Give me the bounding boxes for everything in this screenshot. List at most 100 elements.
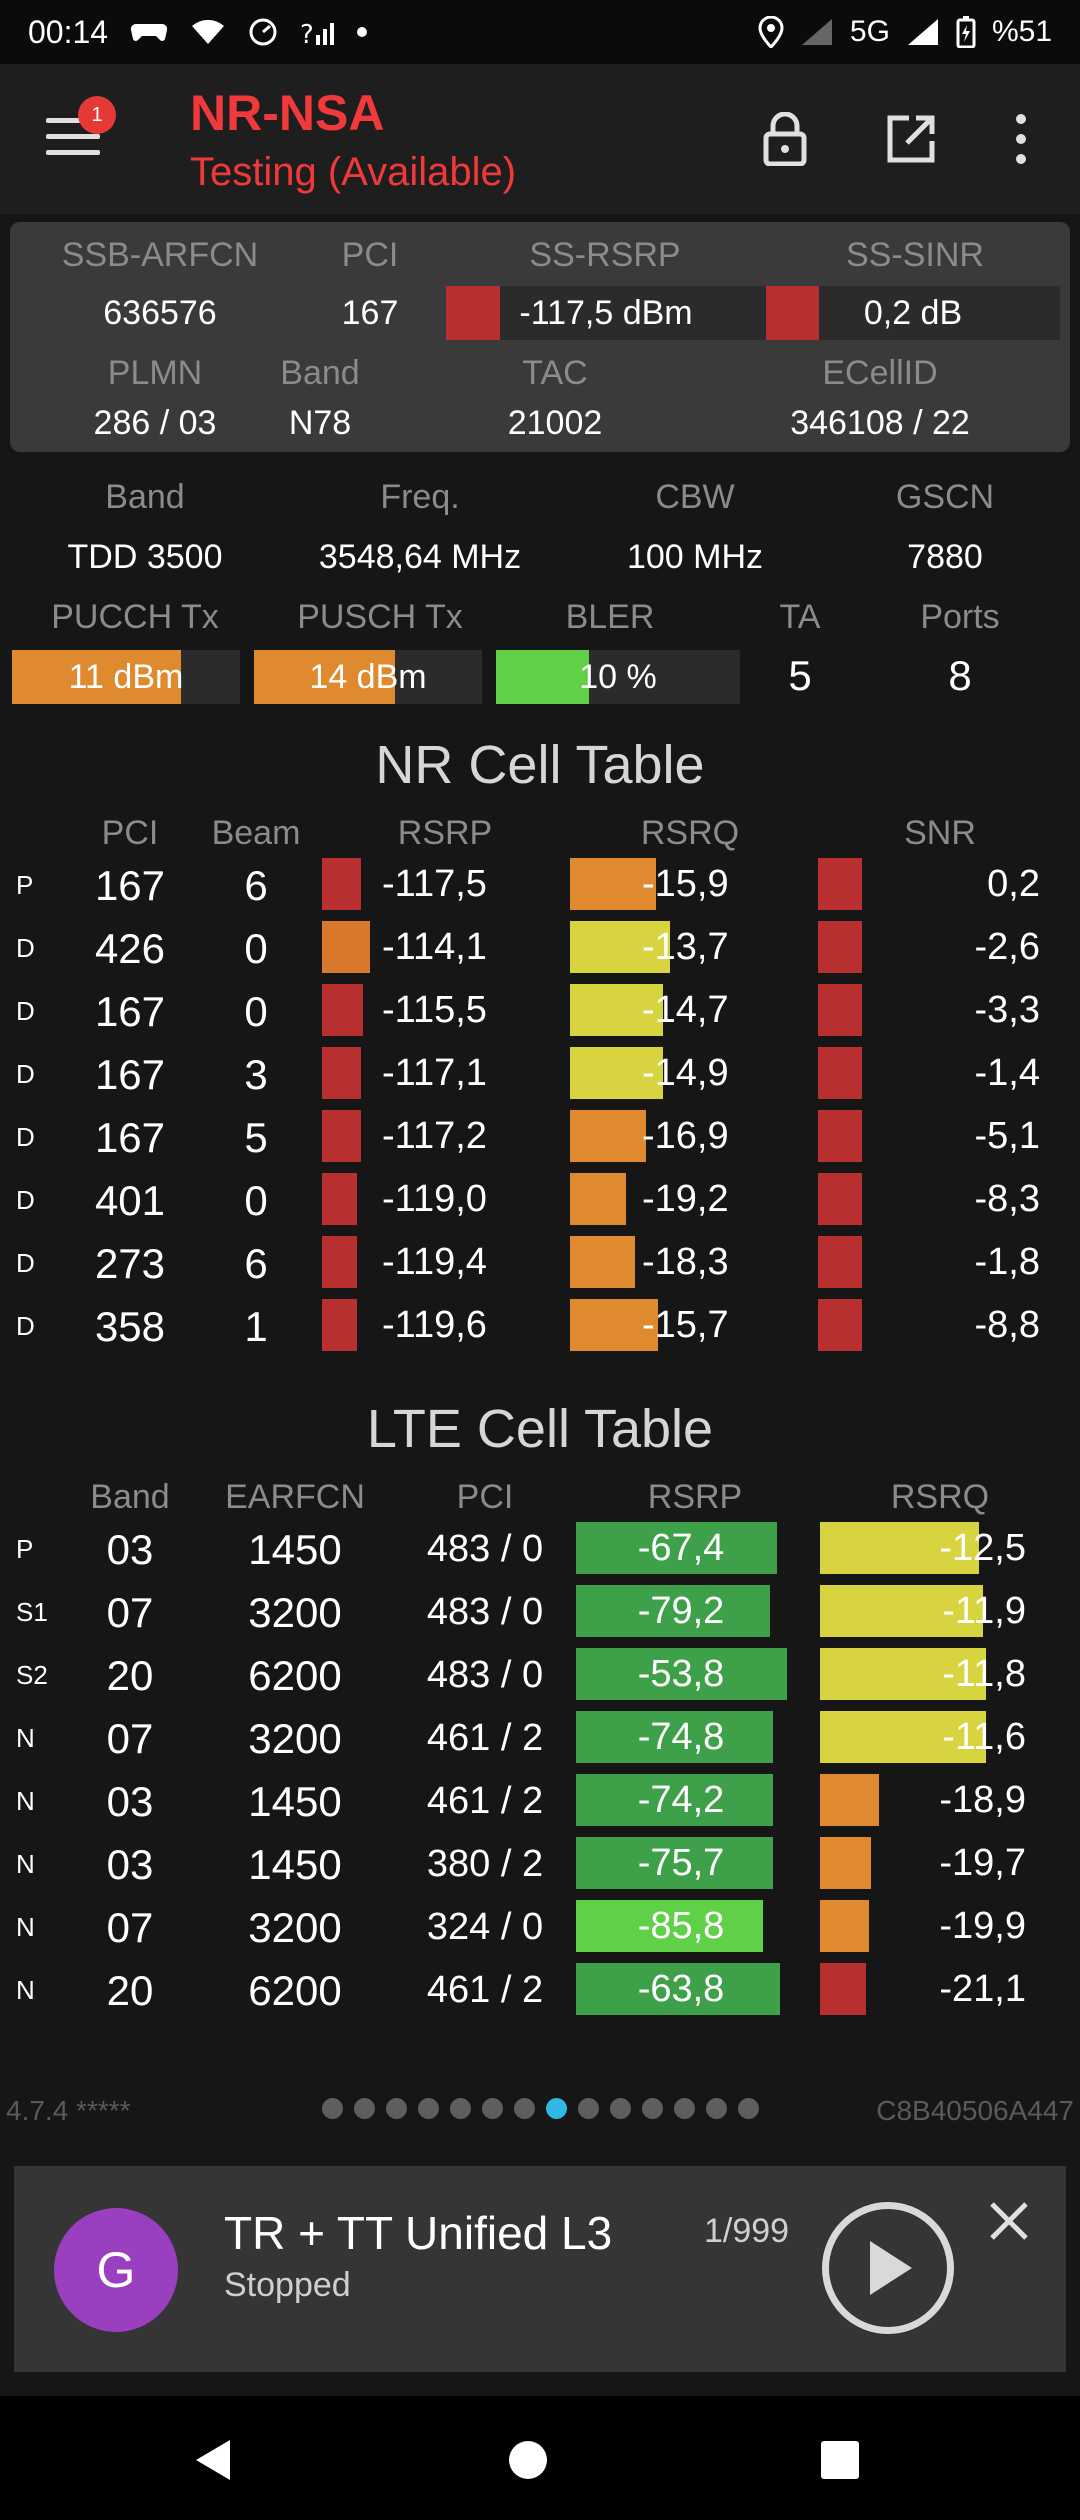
home-icon[interactable]: [500, 2432, 556, 2488]
page-dot[interactable]: [705, 2098, 727, 2119]
back-icon[interactable]: [184, 2432, 240, 2488]
value-arfcn: 636576: [103, 294, 217, 332]
nr-row-beam: 0: [244, 925, 268, 972]
nr-row-rsrq-bar: -13,7: [570, 921, 800, 973]
lte-row-pci: 380 / 2: [426, 1843, 544, 1885]
lte-row-rsrq: -19,9: [939, 1904, 1026, 1947]
page-dot[interactable]: [449, 2098, 471, 2119]
nr-row-snr: -8,3: [974, 1177, 1040, 1220]
lte-row-type: N: [16, 1975, 35, 2005]
nr-row-rsrq-fill: [570, 1047, 663, 1099]
nr-row-rsrq-fill: [570, 1299, 658, 1351]
nr-row-pci: 167: [94, 1114, 166, 1161]
lte-row-rsrp: -67,4: [637, 1526, 725, 1569]
lte-row-rsrq: -11,6: [942, 1715, 1026, 1758]
label-sinr: SS-SINR: [846, 236, 984, 274]
label-pusch: PUSCH Tx: [297, 598, 463, 636]
nr-header-pci: PCI: [101, 814, 159, 852]
close-icon[interactable]: [984, 2196, 1034, 2246]
page-dot[interactable]: [385, 2098, 407, 2119]
page-dot[interactable]: [609, 2098, 631, 2119]
play-button[interactable]: [822, 2202, 954, 2334]
page-dot[interactable]: [513, 2098, 535, 2119]
lte-row-rsrq-fill: [820, 1774, 879, 1826]
system-nav-bar: [0, 2396, 1080, 2520]
nr-row-snr: -5,1: [974, 1114, 1040, 1157]
svg-text:?: ?: [300, 20, 314, 47]
lte-row-rsrp-fill: [576, 1900, 764, 1952]
page-dot[interactable]: [321, 2098, 343, 2119]
app-title: NR-NSA: [190, 85, 385, 141]
page-dot[interactable]: [641, 2098, 663, 2119]
nr-row-rsrq: -15,7: [642, 1303, 729, 1346]
lte-row-rsrp-bar: -67,4: [576, 1522, 810, 1574]
more-options-icon[interactable]: [986, 104, 1056, 174]
nr-row-type: D: [16, 1248, 35, 1278]
nr-row-rsrp: -117,1: [382, 1051, 487, 1094]
label-pci: PCI: [341, 236, 399, 274]
nr-row-beam: 6: [244, 1240, 268, 1287]
value-band: N78: [288, 404, 352, 442]
player-title: TR + TT Unified L3: [224, 2207, 613, 2259]
page-indicator[interactable]: [0, 2098, 1080, 2119]
lte-row-band: 07: [106, 1589, 154, 1636]
script-player[interactable]: G TR + TT Unified L3 Stopped 1/999: [14, 2166, 1066, 2372]
app-version: 4.7.4 *****: [6, 2095, 131, 2126]
nr-row-rsrq-fill: [570, 858, 657, 910]
nr-row-beam: 0: [244, 988, 268, 1035]
signal-icon-1: [800, 17, 834, 47]
lte-row-type: N: [16, 1912, 35, 1942]
lte-row-rsrq-bar: -11,9: [820, 1585, 1064, 1637]
lte-row-rsrp-fill: [576, 1963, 780, 2015]
nr-row-beam: 3: [244, 1051, 268, 1098]
lte-row-rsrq-bar: -12,5: [820, 1522, 1064, 1574]
nr-row-rsrp-bar: -119,6: [322, 1299, 552, 1351]
signal-question-icon: ?: [300, 17, 335, 47]
lte-row-rsrp: -85,8: [637, 1904, 725, 1947]
lte-row-pci: 461 / 2: [426, 1717, 544, 1759]
menu-icon[interactable]: [46, 118, 100, 158]
lte-row-rsrq: -18,9: [939, 1778, 1026, 1821]
nr-row-pci: 167: [94, 862, 166, 909]
game-controller-icon: [130, 20, 168, 44]
nr-row-snr-fill: [818, 921, 863, 973]
lte-row-rsrq: -19,7: [939, 1841, 1026, 1884]
page-dot[interactable]: [673, 2098, 695, 2119]
lte-row-rsrq-fill: [820, 1963, 867, 2015]
page-dot[interactable]: [481, 2098, 503, 2119]
nr-row-snr-bar: 0,2: [818, 858, 1064, 910]
page-dot[interactable]: [353, 2098, 375, 2119]
label-gscn: GSCN: [895, 478, 995, 516]
label-ecellid: ECellID: [822, 354, 938, 392]
lte-row-pci: 324 / 0: [426, 1906, 544, 1948]
page-dot[interactable]: [737, 2098, 759, 2119]
label-bler: BLER: [565, 598, 655, 636]
nr-row-snr-fill: [818, 1110, 863, 1162]
lte-row-rsrp: -53,8: [637, 1652, 725, 1695]
lte-table-title: LTE Cell Table: [366, 1399, 714, 1459]
recents-icon[interactable]: [812, 2432, 868, 2488]
open-external-icon[interactable]: [876, 104, 946, 174]
page-dot-active[interactable]: [545, 2098, 567, 2119]
page-dot[interactable]: [577, 2098, 599, 2119]
nr-row-rsrq-fill: [570, 921, 670, 973]
lte-row-rsrp-fill: [576, 1585, 771, 1637]
nr-row-rsrq: -14,7: [642, 988, 729, 1031]
lte-row-type: S2: [16, 1660, 48, 1690]
lte-row-rsrq-fill: [820, 1711, 986, 1763]
page-dot[interactable]: [417, 2098, 439, 2119]
value-sinr: 0,2 dB: [863, 293, 963, 332]
play-icon: [870, 2241, 912, 2295]
nr-row-pci: 167: [94, 988, 166, 1035]
label-ta: TA: [779, 598, 821, 636]
lock-icon[interactable]: [750, 104, 820, 174]
nr-row-beam: 5: [244, 1114, 268, 1161]
nr-row-rsrp: -119,0: [382, 1177, 487, 1220]
nr-row-type: D: [16, 996, 35, 1026]
value-cbw: 100 MHz: [626, 538, 764, 576]
nr-row-rsrp: -117,2: [382, 1114, 487, 1157]
lte-row-rsrp-bar: -85,8: [576, 1900, 810, 1952]
value-freq: 3548,64 MHz: [318, 538, 522, 576]
value-pci: 167: [341, 294, 399, 332]
nr-row-pci: 401: [94, 1177, 166, 1224]
